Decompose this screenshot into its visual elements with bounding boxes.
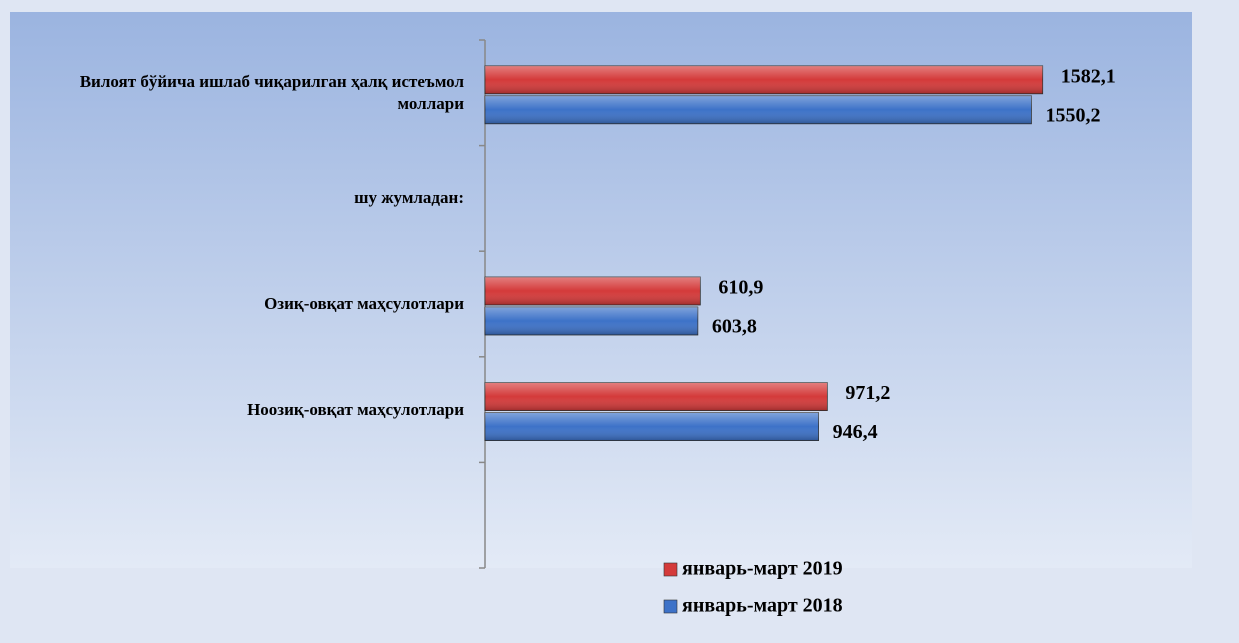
bar-shine — [485, 65, 1043, 94]
legend-marker — [663, 599, 678, 614]
category-label: Вилоят бўйича ишлаб чиқарилган ҳалқ исте… — [79, 71, 464, 113]
value-label: 971,2 — [845, 382, 890, 404]
legend-marker — [663, 562, 678, 577]
value-label: 603,8 — [712, 316, 757, 338]
category-label: Озиқ-овқат маҳсулотлари — [264, 294, 464, 313]
bar-shine — [485, 277, 701, 305]
value-label: 610,9 — [718, 277, 763, 299]
bar-shine — [485, 412, 819, 441]
legend-label: январь-март 2018 — [682, 595, 843, 617]
category-label: шу жумладан: — [354, 188, 464, 208]
legend-label: январь-март 2019 — [682, 558, 843, 580]
bar-shine — [485, 382, 828, 411]
category-label: Ноозиқ-овқат маҳсулотлари — [247, 399, 464, 419]
bar-shine — [485, 95, 1032, 124]
value-label: 1550,2 — [1045, 104, 1100, 126]
value-label: 1582,1 — [1061, 65, 1116, 87]
bar-shine — [485, 307, 698, 335]
value-label: 946,4 — [833, 421, 878, 443]
